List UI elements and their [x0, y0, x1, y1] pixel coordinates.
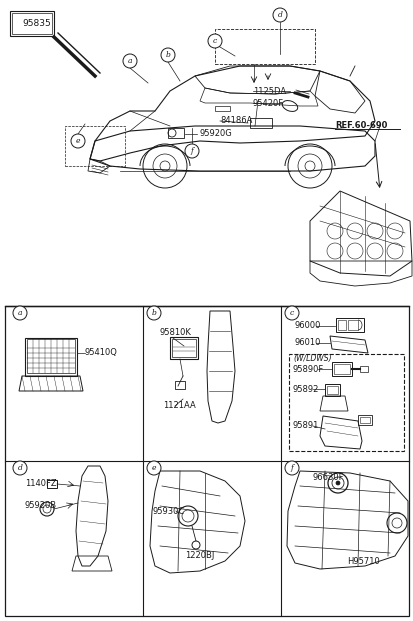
Bar	[357, 415, 371, 425]
Bar	[5, 306, 408, 616]
Text: (W/LDWS): (W/LDWS)	[292, 355, 331, 363]
Bar	[347, 320, 357, 330]
Circle shape	[123, 54, 137, 68]
Text: b: b	[165, 51, 170, 59]
Text: 95810K: 95810K	[159, 329, 191, 337]
Bar	[214, 106, 230, 111]
Bar	[326, 386, 337, 394]
Bar	[25, 338, 77, 376]
Bar	[337, 320, 345, 330]
Text: 1220BJ: 1220BJ	[185, 551, 214, 561]
Bar	[359, 417, 369, 423]
Text: e: e	[76, 137, 80, 145]
Text: 96000: 96000	[294, 322, 320, 330]
Bar	[47, 480, 57, 488]
Circle shape	[207, 34, 221, 48]
Bar	[335, 318, 363, 332]
Text: e: e	[152, 464, 156, 472]
Text: 95920B: 95920B	[25, 502, 57, 510]
Circle shape	[13, 461, 27, 475]
Circle shape	[272, 8, 286, 22]
Circle shape	[71, 134, 85, 148]
Text: d: d	[17, 464, 22, 472]
Text: a: a	[18, 309, 22, 317]
Text: 95890F: 95890F	[292, 365, 323, 373]
Bar	[331, 362, 351, 376]
Text: REF.60-690: REF.60-690	[334, 122, 387, 130]
Circle shape	[147, 461, 161, 475]
Circle shape	[284, 461, 298, 475]
Circle shape	[147, 306, 161, 320]
Bar	[333, 364, 349, 374]
Bar	[324, 384, 339, 396]
Bar	[175, 381, 185, 389]
Text: c: c	[289, 309, 293, 317]
Bar	[288, 354, 403, 451]
Bar	[359, 366, 367, 372]
Circle shape	[13, 306, 27, 320]
Circle shape	[335, 481, 339, 485]
Text: a: a	[128, 57, 132, 65]
Text: 1125DA: 1125DA	[252, 86, 285, 96]
Text: 1140FZ: 1140FZ	[25, 479, 57, 489]
Bar	[10, 11, 54, 36]
Bar	[27, 339, 75, 373]
Bar	[65, 126, 125, 166]
Text: 95892: 95892	[292, 384, 318, 394]
Text: f: f	[290, 464, 293, 472]
Text: f: f	[190, 147, 193, 155]
Text: 95930C: 95930C	[153, 507, 185, 515]
Circle shape	[161, 48, 175, 62]
Text: 96630F: 96630F	[312, 473, 344, 483]
Text: d: d	[277, 11, 282, 19]
Text: 96010: 96010	[294, 338, 320, 348]
Bar	[168, 128, 183, 138]
Text: 95420F: 95420F	[252, 99, 283, 107]
Text: H95710: H95710	[347, 556, 379, 566]
Text: 95920G: 95920G	[199, 130, 232, 138]
Bar	[214, 29, 314, 64]
Text: 84186A: 84186A	[219, 117, 252, 125]
Circle shape	[284, 306, 298, 320]
Bar	[12, 13, 52, 34]
Text: c: c	[212, 37, 216, 45]
Text: 95835: 95835	[22, 19, 51, 27]
Text: 95891: 95891	[292, 422, 318, 430]
Text: 95410Q: 95410Q	[85, 348, 118, 358]
Text: 1121AA: 1121AA	[163, 402, 195, 410]
Circle shape	[185, 144, 199, 158]
Bar	[171, 339, 195, 357]
Bar	[170, 337, 197, 359]
Text: b: b	[151, 309, 156, 317]
Bar	[249, 118, 271, 128]
